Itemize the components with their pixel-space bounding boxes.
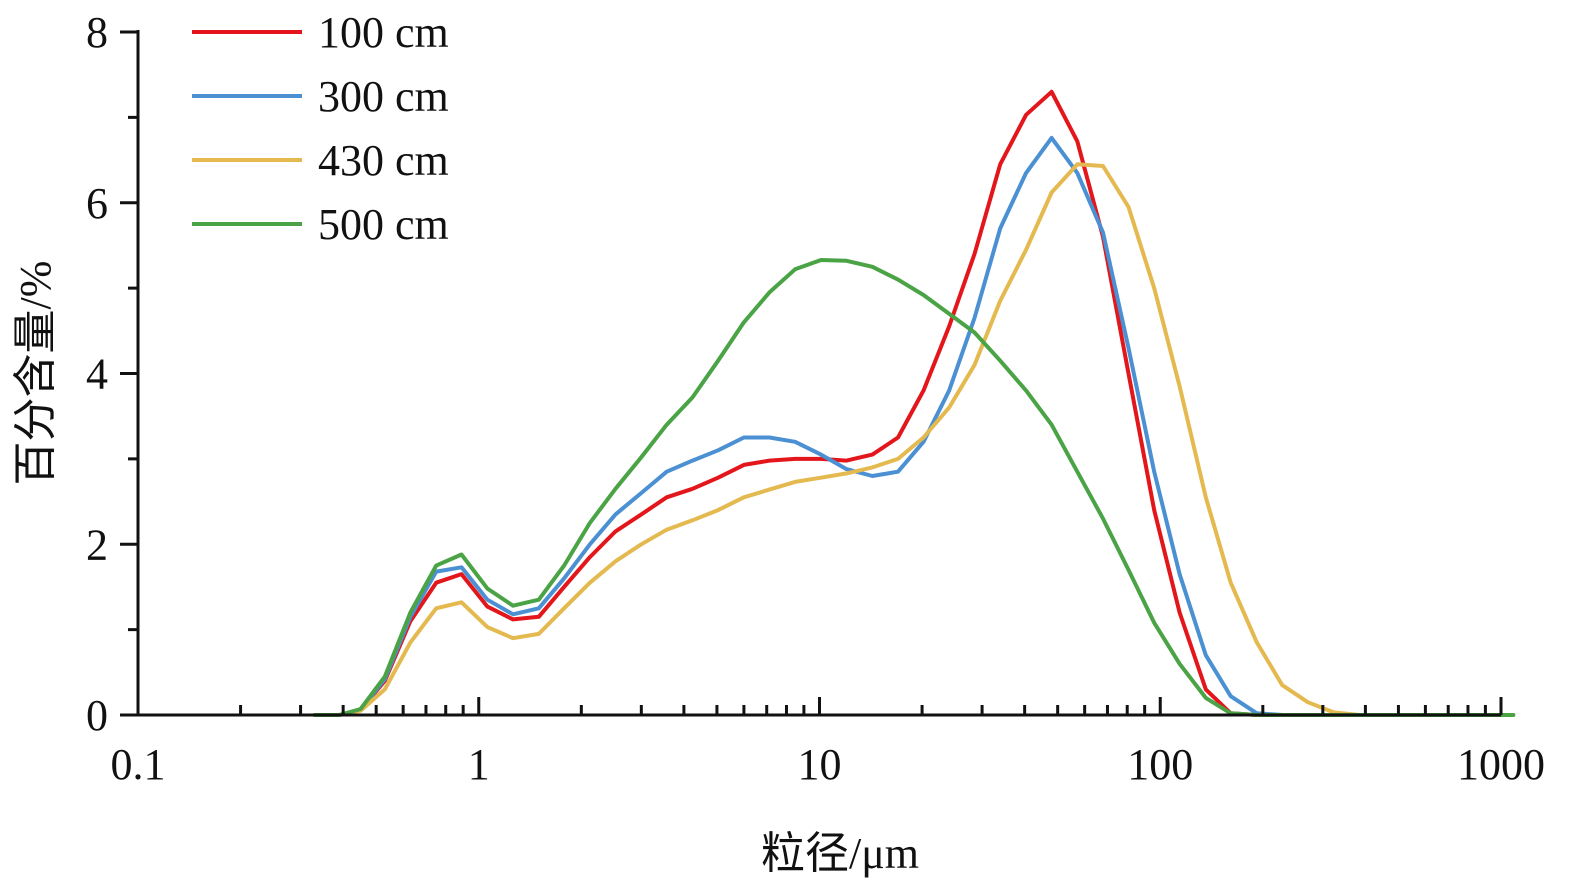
x-tick-label: 1 <box>468 740 490 789</box>
series-line <box>312 258 1516 717</box>
y-tick-label: 8 <box>86 8 108 57</box>
plot-series <box>312 89 1516 717</box>
x-tick-label: 0.1 <box>111 740 166 789</box>
legend-item: 500 cm <box>192 200 449 249</box>
y-ticks: 0 2 4 6 8 <box>86 8 138 740</box>
legend-item: 430 cm <box>192 136 449 185</box>
legend-label: 100 cm <box>318 8 449 57</box>
x-axis-title: 粒径/μm <box>761 829 919 878</box>
series-line <box>312 162 1516 717</box>
y-tick-label: 4 <box>86 350 108 399</box>
y-tick-label: 0 <box>86 691 108 740</box>
series-0 <box>312 89 1516 717</box>
legend-item: 100 cm <box>192 8 449 57</box>
legend-label: 300 cm <box>318 72 449 121</box>
legend-label: 430 cm <box>318 136 449 185</box>
legend-item: 300 cm <box>192 72 449 121</box>
y-tick-label: 2 <box>86 520 108 569</box>
x-tick-label: 10 <box>798 740 842 789</box>
legend: 100 cm 300 cm 430 cm 500 cm <box>192 8 449 249</box>
series-2 <box>312 162 1516 717</box>
axes <box>136 30 1501 717</box>
y-axis-title: 百分含量/% <box>11 261 60 486</box>
legend-label: 500 cm <box>318 200 449 249</box>
series-3 <box>312 258 1516 717</box>
x-ticks: 0.1 1 10 100 1000 <box>111 697 1545 789</box>
x-tick-label: 1000 <box>1457 740 1545 789</box>
y-tick-label: 6 <box>86 179 108 228</box>
x-tick-label: 100 <box>1127 740 1193 789</box>
series-line <box>312 89 1516 717</box>
